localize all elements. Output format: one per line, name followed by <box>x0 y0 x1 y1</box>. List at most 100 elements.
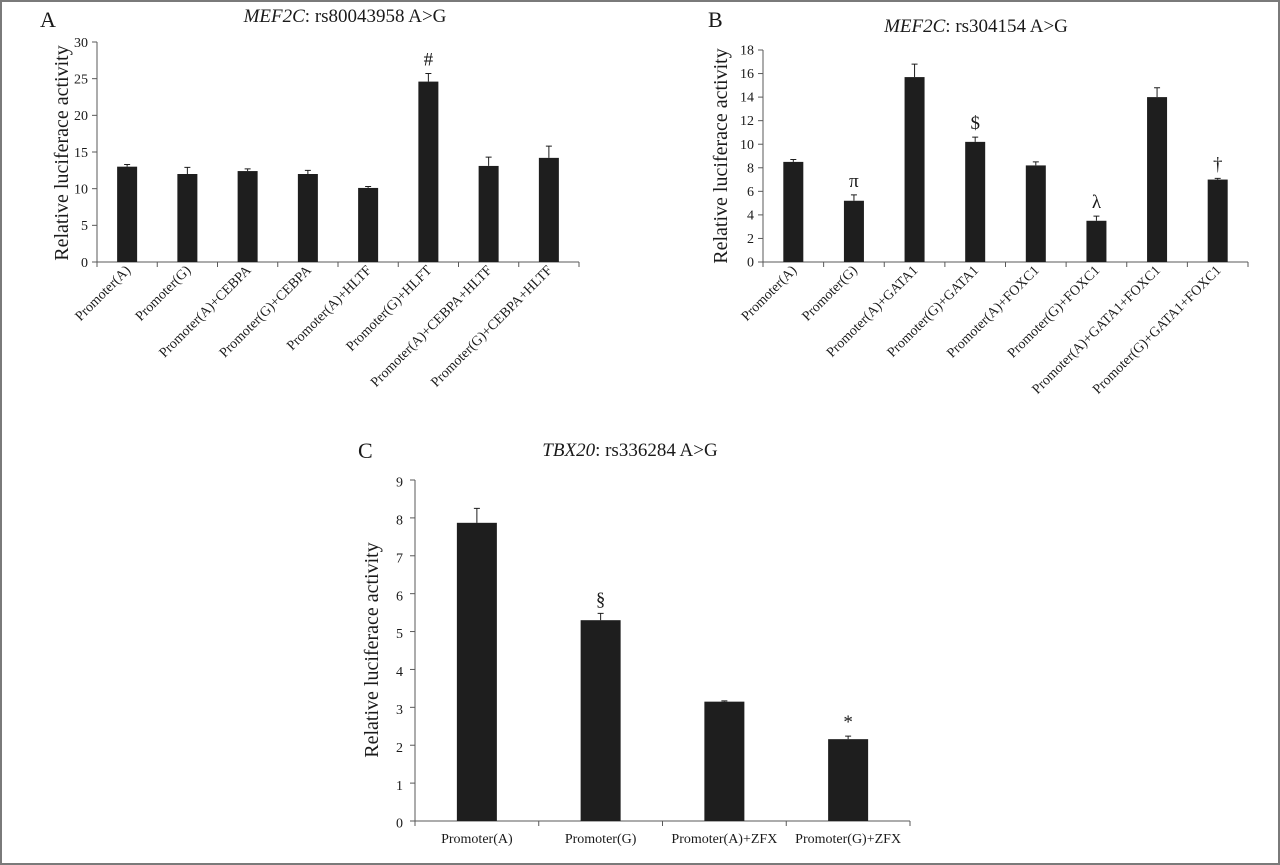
panel-a-y-tick-label: 20 <box>74 109 88 124</box>
panel-b-y-tick-label: 2 <box>747 232 754 247</box>
panel-c-y-tick-label: 4 <box>396 665 403 680</box>
panel-a-category-label: Promoter(G)+CEBPA+HLTF <box>429 263 556 390</box>
panel-c-y-tick-label: 5 <box>396 627 403 642</box>
panel-b-y-tick-label: 4 <box>747 208 754 223</box>
panel-c-significance-mark: § <box>596 589 606 610</box>
panel-c: C TBX20: rs336284 A>G Relative luciferac… <box>358 438 911 847</box>
panel-c-category-label: Promoter(G)+ZFX <box>795 832 901 847</box>
panel-a-category-label: Promoter(A) <box>73 263 134 324</box>
panel-c-y-tick-label: 0 <box>396 817 403 832</box>
panel-c-category-label: Promoter(G) <box>565 832 637 847</box>
panel-a-error-bar <box>425 73 432 82</box>
panel-a-bar <box>478 165 499 262</box>
panel-b-category-label: Promoter(G)+GATA1+FOXC1 <box>1090 263 1224 397</box>
panel-b-error-bar <box>911 63 918 78</box>
panel-b-plot: 0 2 4 6 8 10 12 14 16 18 Promoter(A) π Promoter(G) Pr… <box>739 44 1249 397</box>
panel-b-bar <box>1086 220 1107 262</box>
panel-a-title: MEF2C: rs80043958 A>G <box>243 6 447 27</box>
panel-b-significance-mark: $ <box>970 113 980 134</box>
panel-b-bar <box>965 141 986 262</box>
panel-a-y-tick-label: 30 <box>74 36 88 51</box>
panel-c-bar <box>704 701 745 821</box>
panel-a-significance-mark: # <box>424 50 434 71</box>
panel-b-y-tick-label: 14 <box>740 91 754 106</box>
panel-c-significance-mark: * <box>843 712 853 733</box>
panel-a-bar <box>177 174 198 262</box>
panel-b-error-bar <box>1214 177 1221 180</box>
panel-a-error-bar <box>365 185 372 188</box>
panel-a-category-label: Promoter(A)+CEBPA+HLTF <box>368 263 495 390</box>
panel-a-error-bar <box>124 163 131 167</box>
panel-c-error-bar <box>845 735 852 740</box>
panel-a-error-bar <box>244 168 251 172</box>
panel-c-bar <box>828 739 869 821</box>
panel-a-letter: A <box>40 7 56 32</box>
panel-c-y-tick-label: 7 <box>396 551 403 566</box>
panel-b-significance-mark: † <box>1213 154 1223 175</box>
panel-a-plot: 0 5 10 15 20 25 30 Promoter(A) Promoter(G) Promot… <box>73 36 580 390</box>
panel-c-error-bar <box>721 700 728 702</box>
panel-b-letter: B <box>708 7 723 32</box>
panel-b-error-bar <box>1154 87 1161 98</box>
panel-a-bar <box>117 166 138 262</box>
panel-c-letter: C <box>358 438 373 463</box>
panel-b-y-tick-label: 12 <box>740 114 754 129</box>
panel-a-error-bar <box>184 166 191 174</box>
panel-c-plot: 0 1 2 3 4 5 6 7 8 9 Promoter(A) § Promoter(G) Promote… <box>396 476 911 847</box>
panel-c-y-tick-label: 9 <box>396 476 403 491</box>
panel-c-ylabel: Relative luciferace activity <box>361 542 383 757</box>
panel-b-y-tick-label: 8 <box>747 161 754 176</box>
panel-c-y-tick-label: 8 <box>396 514 403 529</box>
panel-b-significance-mark: λ <box>1092 192 1102 213</box>
panel-b-bar <box>783 161 804 262</box>
panel-b-error-bar <box>972 136 979 142</box>
panel-c-title: TBX20: rs336284 A>G <box>542 440 718 461</box>
panel-a-y-tick-label: 0 <box>81 256 88 271</box>
panel-b-y-tick-label: 18 <box>740 44 754 59</box>
panel-b-title: MEF2C: rs304154 A>G <box>883 16 1068 37</box>
panel-b-category-label: Promoter(A)+GATA1+FOXC1 <box>1030 263 1164 397</box>
panel-a-y-tick-label: 15 <box>74 146 88 161</box>
panel-b-y-tick-label: 10 <box>740 138 754 153</box>
panel-a-y-tick-label: 10 <box>74 183 88 198</box>
panel-c-category-label: Promoter(A)+ZFX <box>671 832 777 847</box>
panel-a-error-bar <box>304 169 311 174</box>
panel-c-y-tick-label: 2 <box>396 741 403 756</box>
panel-b-error-bar <box>850 194 857 201</box>
panel-b-bar <box>1147 97 1168 262</box>
panel-b-error-bar <box>1093 215 1100 221</box>
panel-b-y-tick-label: 16 <box>740 67 754 82</box>
panel-a-y-tick-label: 5 <box>81 219 88 234</box>
panel-b-bar <box>1207 179 1228 262</box>
panel-b-bar <box>1025 165 1046 262</box>
panel-a-error-bar <box>545 145 552 158</box>
panel-a-bar <box>237 171 258 262</box>
panel-c-category-label: Promoter(A) <box>441 832 513 847</box>
panel-a-ylabel: Relative luciferace activity <box>51 45 73 260</box>
panel-a-bar <box>358 187 379 262</box>
panel-b-y-tick-label: 6 <box>747 185 754 200</box>
panel-b-y-tick-label: 0 <box>747 256 754 271</box>
panel-c-bar <box>580 620 621 821</box>
panel-b-bar <box>904 77 925 262</box>
panel-b-category-label: Promoter(A) <box>739 263 800 324</box>
panel-c-bar <box>456 522 497 821</box>
panel-c-y-tick-label: 6 <box>396 589 403 604</box>
panel-a-y-tick-label: 25 <box>74 73 88 88</box>
panel-c-y-tick-label: 1 <box>396 779 403 794</box>
panel-a-bar <box>538 157 559 262</box>
panel-b-bar <box>843 200 864 262</box>
panel-a-category-label: Promoter(G) <box>133 263 194 324</box>
panel-b: B MEF2C: rs304154 A>G Relative luciferac… <box>708 7 1249 397</box>
panel-b-error-bar <box>1032 161 1039 166</box>
panel-c-error-bar <box>597 612 604 621</box>
panel-b-category-label: Promoter(G) <box>800 263 861 324</box>
panel-a-bar <box>297 174 318 262</box>
panel-b-significance-mark: π <box>849 171 859 192</box>
panel-c-error-bar <box>473 507 480 523</box>
panel-a-bar <box>418 81 439 262</box>
panel-c-y-tick-label: 3 <box>396 703 403 718</box>
panel-b-ylabel: Relative luciferace activity <box>710 48 732 263</box>
